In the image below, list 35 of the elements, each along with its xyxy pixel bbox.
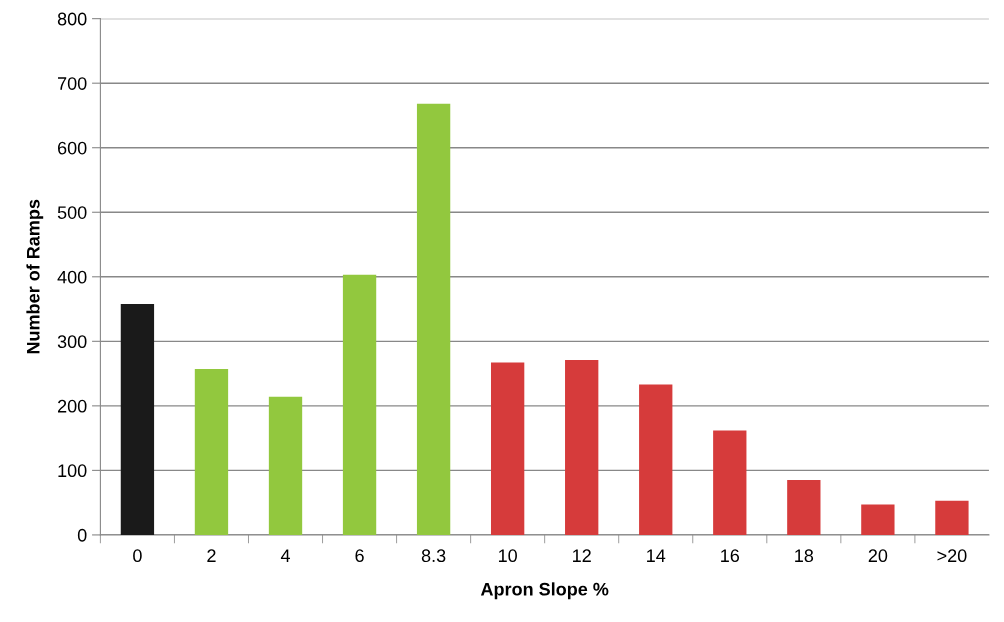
x-tick-label: 10 — [498, 549, 517, 563]
y-tick-label: 0 — [77, 528, 87, 542]
x-tick-label: 16 — [721, 549, 740, 563]
y-tick-label: 500 — [57, 206, 87, 219]
x-tick-label: 2 — [207, 549, 216, 562]
x-axis-title: Apron Slope % — [480, 582, 609, 600]
y-axis-title: Number of Ramps — [26, 199, 44, 354]
x-tick-label: >20 — [937, 549, 967, 563]
x-tick-label: 6 — [355, 549, 364, 563]
y-tick-label: 300 — [57, 335, 87, 349]
bar — [342, 274, 377, 535]
bar — [565, 360, 599, 535]
bar — [490, 362, 525, 535]
x-tick-label: 4 — [280, 549, 291, 562]
bar — [713, 430, 747, 535]
bar — [787, 480, 821, 535]
bar — [416, 103, 451, 535]
bar — [194, 369, 229, 535]
x-tick-label: 20 — [868, 549, 888, 563]
y-tick-label: 700 — [58, 77, 87, 90]
bar — [120, 303, 155, 535]
y-tick-label: 400 — [57, 270, 87, 284]
x-tick-label: 0 — [133, 549, 142, 563]
y-tick-label: 100 — [58, 464, 87, 478]
y-tick-label: 600 — [58, 141, 87, 155]
y-tick-label: 200 — [57, 399, 87, 413]
bar — [639, 384, 673, 535]
bar — [935, 500, 969, 535]
bar — [268, 396, 303, 535]
x-tick-label: 18 — [795, 549, 814, 563]
bar — [861, 504, 895, 535]
y-tick-label: 800 — [57, 12, 87, 26]
x-tick-label: 14 — [647, 549, 666, 562]
x-tick-label: 12 — [573, 549, 591, 562]
x-tick-label: 8.3 — [421, 549, 446, 563]
